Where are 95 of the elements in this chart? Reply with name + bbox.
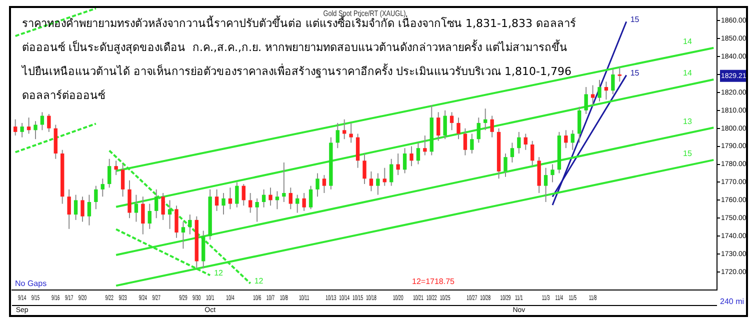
candlestick [578,106,582,144]
candlestick [402,148,407,174]
candlestick [296,194,300,214]
candlestick [168,200,172,230]
candlestick [604,81,608,100]
candlestick [342,118,346,140]
candlestick [456,117,460,140]
candlestick [34,120,38,140]
candlestick [74,194,78,220]
candlestick [100,178,104,198]
candlestick [181,221,186,250]
candlestick [463,128,468,156]
candlestick [443,110,447,140]
annotation: 12=1718.75 [412,277,456,286]
candlestick [376,172,380,196]
candlestick [530,140,534,167]
series-label: 14 [683,68,692,78]
annotation: No Gaps [15,279,47,288]
candlestick [262,188,266,208]
candlestick [134,194,138,222]
series-label: 15 [683,149,692,158]
candlestick [94,185,98,210]
candlestick [356,133,360,168]
candlestick [148,203,152,230]
candlestick [255,198,259,222]
candlestick [161,192,165,220]
candlestick [47,113,51,132]
candlestick [87,194,92,226]
candlestick [20,122,24,138]
candlestick [80,196,84,222]
candlestick [570,130,574,150]
candlestick [410,146,414,167]
candlestick [598,79,602,102]
candlestick [369,170,374,192]
series-label: 14 [683,37,692,46]
candlestick [484,108,488,131]
annotation: ไปยืนเหนือแนวต้านได้ อาจเห็นการย่อตัวของราคาลงเพื่อสร้างฐานราคาอีกครั้ง ประเมินแนวรับบริเวณ 1,810-1,796 [21,62,572,78]
candlestick [550,164,554,183]
candlestick [504,152,508,178]
candlestick [476,117,480,144]
candlestick [26,117,31,134]
candlestick [336,122,340,149]
candlestick [396,152,400,176]
candlestick [275,190,280,210]
candlestick [288,187,292,210]
candlestick [114,160,118,176]
candlestick [248,192,252,214]
candlestick [141,196,145,235]
candlestick [316,172,320,198]
annotation: ต่อออนซ์ เป็นระดับสูงสุดของเดือน ก.ค.,ส.ค.,ก.ย. หากพยายามทดสอบแนวต้านดังกล่าวหลายครั้ง แต่ไม่สามารถขึ้น [22,38,568,54]
candlestick [214,188,219,212]
series-label: 12 [254,276,264,286]
candlestick [544,167,548,202]
series-label: 15 [630,14,640,24]
candlestick [490,115,494,138]
candlestick [517,131,521,154]
candlestick [611,68,615,95]
candlestick [268,187,272,206]
candlestick [235,182,239,208]
candlestick [188,214,192,235]
candlestick [14,118,18,136]
candlestick [322,174,326,194]
candlestick [423,135,427,156]
series-label: 12 [214,268,224,278]
candlestick [108,158,112,188]
candlestick [128,180,132,219]
candlestick [416,142,420,165]
candlestick [154,188,158,219]
candlestick [382,167,386,186]
series-label: 15 [630,68,640,78]
candlestick [120,164,125,198]
candlestick [564,130,568,149]
candlestick [302,192,306,212]
candlestick [436,112,440,142]
candlestick [510,142,514,163]
text: 240 mi [720,297,744,306]
candlestick [242,184,246,206]
candlestick [222,192,226,216]
candlestick [450,112,454,131]
candlestick [349,122,353,144]
candlestick [228,187,232,210]
candlestick [470,133,474,154]
candlestick [308,185,313,210]
candlestick [174,205,178,238]
candlestick [282,162,286,202]
candlestick [67,188,71,230]
candlestick [618,66,622,82]
candlestick [390,158,394,186]
candlestick [362,152,366,185]
candlestick [584,86,588,114]
series-label: 13 [683,116,692,126]
candlestick [524,133,528,150]
candlestick [590,84,595,106]
candlestick [40,112,44,131]
annotation: ดอลลาร์ต่อออนซ์ [22,88,106,102]
